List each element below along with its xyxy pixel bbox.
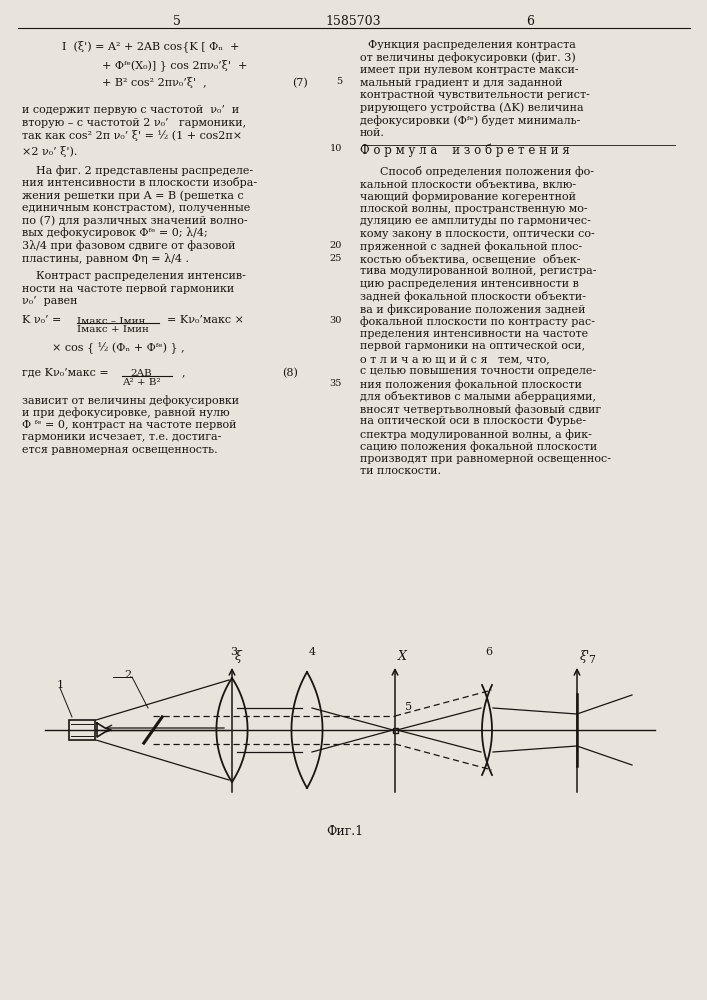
Text: пряженной с задней фокальной плос-: пряженной с задней фокальной плос-: [360, 241, 582, 252]
Text: Функция распределения контраста: Функция распределения контраста: [368, 40, 576, 50]
Text: тива модулированной волной, регистра-: тива модулированной волной, регистра-: [360, 266, 597, 276]
Text: жения решетки при A = B (решетка с: жения решетки при A = B (решетка с: [22, 190, 244, 201]
Text: Iмакс + Iмин: Iмакс + Iмин: [77, 325, 149, 334]
Text: × cos { ½ (Φₙ + Φᶠᵉ) } ,: × cos { ½ (Φₙ + Φᶠᵉ) } ,: [52, 342, 185, 354]
Text: ва и фиксирование положения задней: ва и фиксирование положения задней: [360, 304, 585, 315]
Text: Φ ᶠᵉ = 0, контраст на частоте первой: Φ ᶠᵉ = 0, контраст на частоте первой: [22, 420, 237, 430]
Text: A² + B²: A² + B²: [122, 378, 160, 387]
Bar: [69, 720, 95, 740]
Text: сацию положения фокальной плоскости: сацию положения фокальной плоскости: [360, 441, 597, 452]
Text: = Kν₀’макс ×: = Kν₀’макс ×: [167, 315, 244, 325]
Text: 30: 30: [329, 316, 342, 325]
Text: I  (ξ') = A² + 2AB cos{K [ Φₙ  +: I (ξ') = A² + 2AB cos{K [ Φₙ +: [62, 40, 240, 52]
Text: 3λ/4 при фазовом сдвиге от фазовой: 3λ/4 при фазовом сдвиге от фазовой: [22, 240, 235, 251]
Text: Ф о р м у л а    и з о б р е т е н и я: Ф о р м у л а и з о б р е т е н и я: [360, 144, 570, 157]
Text: 6: 6: [526, 15, 534, 28]
Text: 4: 4: [308, 647, 315, 657]
Text: Фиг.1: Фиг.1: [327, 825, 363, 838]
Text: имеет при нулевом контрасте макси-: имеет при нулевом контрасте макси-: [360, 65, 578, 75]
Bar: [392, 728, 397, 732]
Text: вых дефокусировок Φᶠᵉ = 0; λ/4;: вых дефокусировок Φᶠᵉ = 0; λ/4;: [22, 228, 208, 238]
Text: и при дефокусировке, равной нулю: и при дефокусировке, равной нулю: [22, 408, 230, 418]
Text: ν₀’  равен: ν₀’ равен: [22, 296, 78, 306]
Text: от величины дефокусировки (фиг. 3): от величины дефокусировки (фиг. 3): [360, 52, 575, 63]
Text: кому закону в плоскости, оптически со-: кому закону в плоскости, оптически со-: [360, 229, 595, 239]
Text: 5: 5: [173, 15, 181, 28]
Text: зависит от величины дефокусировки: зависит от величины дефокусировки: [22, 395, 239, 406]
Text: единичным констрастом), полученные: единичным констрастом), полученные: [22, 202, 250, 213]
Text: на оптической оси в плоскости Фурье-: на оптической оси в плоскости Фурье-: [360, 416, 586, 426]
Text: + Φᶠᵉ(X₀)] } cos 2πν₀’ξ'  +: + Φᶠᵉ(X₀)] } cos 2πν₀’ξ' +: [102, 59, 247, 71]
Text: 2: 2: [124, 670, 132, 680]
Text: 1: 1: [57, 680, 64, 690]
Text: 10: 10: [329, 144, 342, 153]
Text: 3: 3: [230, 647, 238, 657]
Text: 35: 35: [329, 379, 342, 388]
Text: ности на частоте первой гармоники: ности на частоте первой гармоники: [22, 284, 234, 294]
Text: пластины, равном Φη = λ/4 .: пластины, равном Φη = λ/4 .: [22, 252, 189, 263]
Text: ния интенсивности в плоскости изобра-: ния интенсивности в плоскости изобра-: [22, 178, 257, 188]
Text: чающий формирование когерентной: чающий формирование когерентной: [360, 191, 576, 202]
Text: 5: 5: [336, 78, 342, 87]
Text: плоской волны, пространственную мо-: плоской волны, пространственную мо-: [360, 204, 588, 214]
Text: так как cos² 2π ν₀’ ξ' = ½ (1 + cos2π×: так как cos² 2π ν₀’ ξ' = ½ (1 + cos2π×: [22, 130, 242, 141]
Text: 1585703: 1585703: [325, 15, 381, 28]
Text: первой гармоники на оптической оси,: первой гармоники на оптической оси,: [360, 341, 585, 351]
Text: ется равномерная освещенность.: ется равномерная освещенность.: [22, 445, 218, 455]
Text: спектра модулированной волны, а фик-: спектра модулированной волны, а фик-: [360, 429, 592, 440]
Text: для объективов с малыми аберрациями,: для объективов с малыми аберрациями,: [360, 391, 596, 402]
Text: Способ определения положения фо-: Способ определения положения фо-: [380, 166, 594, 177]
Text: контрастной чувствительности регист-: контрастной чувствительности регист-: [360, 90, 590, 100]
Text: ной.: ной.: [360, 127, 385, 137]
Text: гармоники исчезает, т.е. достига-: гармоники исчезает, т.е. достига-: [22, 432, 221, 442]
Text: (7): (7): [292, 78, 308, 88]
Text: 6: 6: [486, 647, 493, 657]
Text: задней фокальной плоскости объекти-: задней фокальной плоскости объекти-: [360, 291, 586, 302]
Text: цию распределения интенсивности в: цию распределения интенсивности в: [360, 279, 579, 289]
Text: 7: 7: [588, 655, 595, 665]
Text: 25: 25: [329, 254, 342, 263]
Text: дефокусировки (Φᶠᵉ) будет минималь-: дефокусировки (Φᶠᵉ) будет минималь-: [360, 115, 580, 126]
Text: + B² cos² 2πν₀’ξ'  ,: + B² cos² 2πν₀’ξ' ,: [102, 78, 206, 89]
Text: ния положения фокальной плоскости: ния положения фокальной плоскости: [360, 379, 582, 390]
Text: ξ': ξ': [580, 650, 590, 663]
Text: ти плоскости.: ти плоскости.: [360, 466, 441, 476]
Text: K ν₀’ =: K ν₀’ =: [22, 315, 62, 325]
Text: фокальной плоскости по контрасту рас-: фокальной плоскости по контрасту рас-: [360, 316, 595, 327]
Text: костью объектива, освещение  объек-: костью объектива, освещение объек-: [360, 254, 580, 265]
Text: по (7) для различных значений волно-: по (7) для различных значений волно-: [22, 215, 247, 226]
Text: кальной плоскости объектива, вклю-: кальной плоскости объектива, вклю-: [360, 179, 576, 190]
Text: пределения интенсивности на частоте: пределения интенсивности на частоте: [360, 329, 588, 339]
Text: ξ: ξ: [235, 650, 242, 663]
Text: Iмакс – Iмин: Iмакс – Iмин: [77, 317, 146, 326]
Text: ,: ,: [182, 367, 185, 377]
Text: производят при равномерной освещеннос-: производят при равномерной освещеннос-: [360, 454, 611, 464]
Text: рирующего устройства (ΔK) величина: рирующего устройства (ΔK) величина: [360, 103, 583, 113]
Text: о т л и ч а ю щ и й с я   тем, что,: о т л и ч а ю щ и й с я тем, что,: [360, 354, 550, 364]
Text: 2AB: 2AB: [130, 369, 152, 378]
Text: X: X: [398, 650, 407, 663]
Text: и содержит первую с частотой  ν₀’  и: и содержит первую с частотой ν₀’ и: [22, 105, 239, 115]
Text: вносят четвертьволновый фазовый сдвиг: вносят четвертьволновый фазовый сдвиг: [360, 404, 601, 415]
Text: с целью повышения точности определе-: с целью повышения точности определе-: [360, 366, 596, 376]
Text: вторую – с частотой 2 ν₀’   гармоники,: вторую – с частотой 2 ν₀’ гармоники,: [22, 117, 246, 127]
Text: На фиг. 2 представлены распределе-: На фиг. 2 представлены распределе-: [36, 165, 253, 176]
Text: мальный градиент и для заданной: мальный градиент и для заданной: [360, 78, 563, 88]
Text: где Kν₀’макс =: где Kν₀’макс =: [22, 367, 109, 377]
Text: 20: 20: [329, 241, 342, 250]
Text: ×2 ν₀’ ξ').: ×2 ν₀’ ξ').: [22, 146, 77, 157]
Text: 5: 5: [405, 702, 412, 712]
Text: (8): (8): [282, 367, 298, 378]
Text: Контраст распределения интенсив-: Контраст распределения интенсив-: [36, 271, 246, 281]
Text: дуляцию ее амплитуды по гармоничес-: дуляцию ее амплитуды по гармоничес-: [360, 216, 591, 226]
